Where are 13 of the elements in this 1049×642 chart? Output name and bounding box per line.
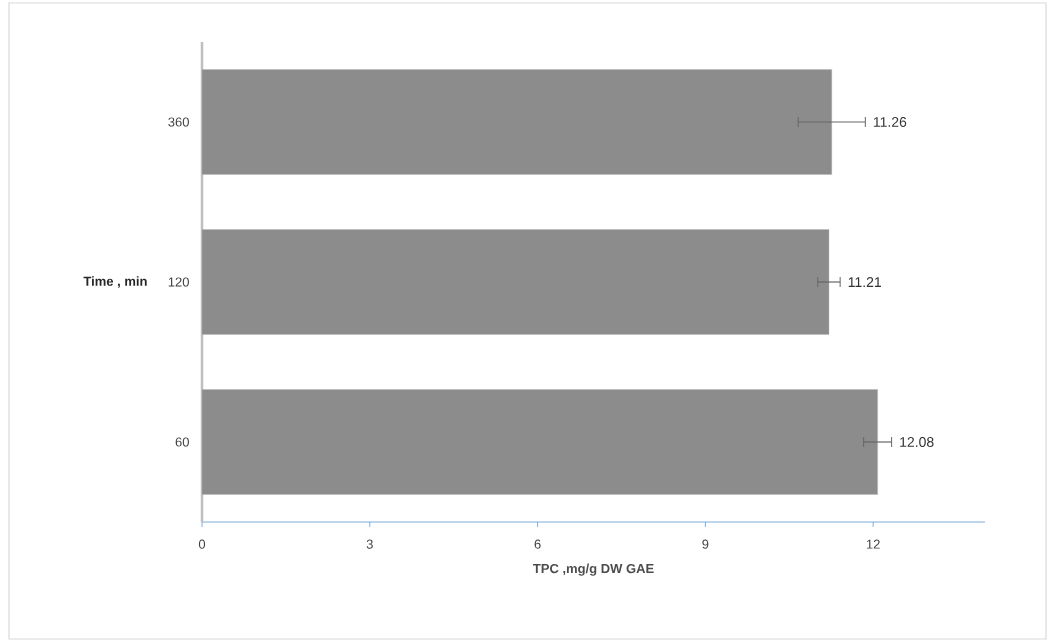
y-tick-label: 360 xyxy=(168,117,189,127)
x-axis-title: TPC ,mg/g DW GAE xyxy=(532,563,654,576)
y-tick-label: 120 xyxy=(168,277,189,287)
x-tick-label: 9 xyxy=(702,539,709,549)
x-tick-label: 3 xyxy=(366,539,373,549)
x-tick-label: 12 xyxy=(866,539,880,549)
y-axis-title: Time , min xyxy=(83,276,147,288)
x-tick-label: 0 xyxy=(198,539,206,549)
y-tick-label: 60 xyxy=(175,437,189,447)
data-label: 11.26 xyxy=(873,117,907,127)
data-label: 11.21 xyxy=(848,277,881,287)
x-tick-label: 6 xyxy=(534,539,541,549)
data-label: 12.08 xyxy=(900,437,934,447)
